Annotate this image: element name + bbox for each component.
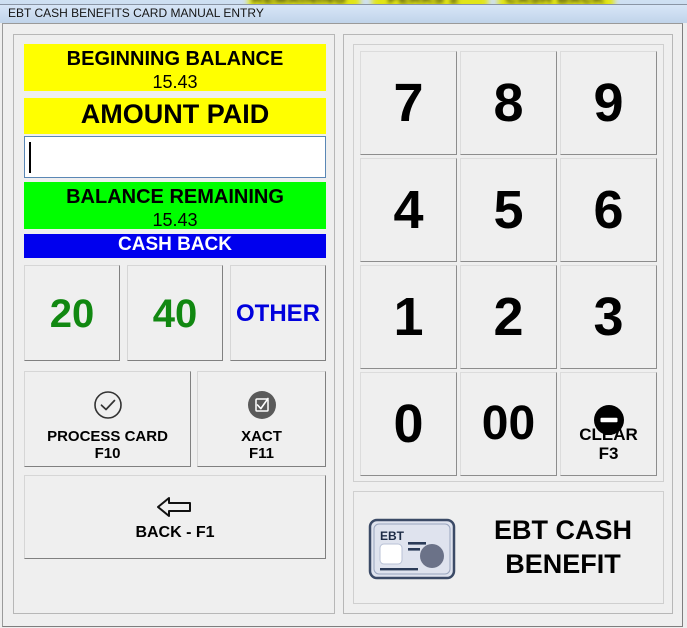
bg-blur-label-2: PERKS 2 [388, 0, 459, 7]
key-9[interactable]: 9 [560, 51, 657, 155]
checkbox-circle-icon [247, 390, 277, 425]
clear-shortcut: F3 [598, 444, 619, 463]
window-title: EBT CASH BENEFITS CARD MANUAL ENTRY [8, 6, 264, 20]
window-titlebar: EBT CASH BENEFITS CARD MANUAL ENTRY [0, 5, 687, 23]
ebt-footer-title-line1: EBT CASH [493, 515, 632, 545]
balance-remaining-banner: BALANCE REMAINING 15.43 [24, 182, 326, 229]
cash-back-header: CASH BACK [24, 234, 326, 258]
key-5[interactable]: 5 [460, 158, 557, 262]
balance-remaining-value: 15.43 [152, 210, 198, 230]
numeric-keypad: 7 8 9 4 5 6 1 2 3 0 00 [353, 44, 664, 482]
ebt-footer-title: EBT CASH BENEFIT [468, 514, 658, 582]
xact-button[interactable]: XACT F11 [197, 371, 326, 467]
back-button[interactable]: BACK - F1 [24, 475, 326, 559]
xact-shortcut: F11 [248, 445, 275, 462]
bg-blur-label-1: REMAINING [252, 0, 347, 7]
process-card-button[interactable]: PROCESS CARD F10 [24, 371, 191, 467]
key-clear[interactable]: CLEAR F3 [560, 372, 657, 476]
application-window: EBT CASH BENEFITS CARD MANUAL ENTRY BEGI… [0, 4, 687, 628]
process-card-label: PROCESS CARD [47, 428, 168, 445]
key-6[interactable]: 6 [560, 158, 657, 262]
ebt-card-icon: EBT [368, 518, 456, 585]
key-0[interactable]: 0 [360, 372, 457, 476]
key-2[interactable]: 2 [460, 265, 557, 369]
svg-text:EBT: EBT [380, 529, 405, 543]
key-1[interactable]: 1 [360, 265, 457, 369]
ebt-footer-title-line2: BENEFIT [505, 548, 621, 579]
bg-blur-label-3: CASH BACK [506, 0, 605, 7]
process-card-shortcut: F10 [94, 445, 121, 462]
key-8[interactable]: 8 [460, 51, 557, 155]
text-caret [29, 142, 31, 173]
minus-circle-icon [593, 387, 625, 449]
balance-remaining-label: BALANCE REMAINING [66, 186, 284, 208]
xact-label: XACT [241, 428, 282, 445]
back-button-label: BACK - F1 [135, 524, 215, 541]
key-00[interactable]: 00 [460, 372, 557, 476]
amount-paid-input[interactable] [24, 136, 326, 178]
check-circle-icon [93, 390, 123, 425]
beginning-balance-value: 15.43 [152, 72, 198, 92]
key-7[interactable]: 7 [360, 51, 457, 155]
cashback-20-button[interactable]: 20 [24, 265, 120, 361]
left-panel: BEGINNING BALANCE 15.43 AMOUNT PAID BALA… [13, 34, 335, 614]
window-client-area: BEGINNING BALANCE 15.43 AMOUNT PAID BALA… [2, 23, 683, 627]
clear-label: CLEAR [579, 425, 638, 444]
ebt-footer: EBT EBT CASH BENEFIT [353, 491, 664, 604]
amount-paid-label: AMOUNT PAID [24, 98, 326, 134]
cashback-other-button[interactable]: OTHER [230, 265, 326, 361]
left-arrow-icon [155, 494, 195, 525]
beginning-balance-label: BEGINNING BALANCE [66, 48, 284, 70]
cashback-40-button[interactable]: 40 [127, 265, 223, 361]
key-3[interactable]: 3 [560, 265, 657, 369]
key-4[interactable]: 4 [360, 158, 457, 262]
right-panel: 7 8 9 4 5 6 1 2 3 0 00 [343, 34, 673, 614]
beginning-balance-banner: BEGINNING BALANCE 15.43 [24, 44, 326, 91]
